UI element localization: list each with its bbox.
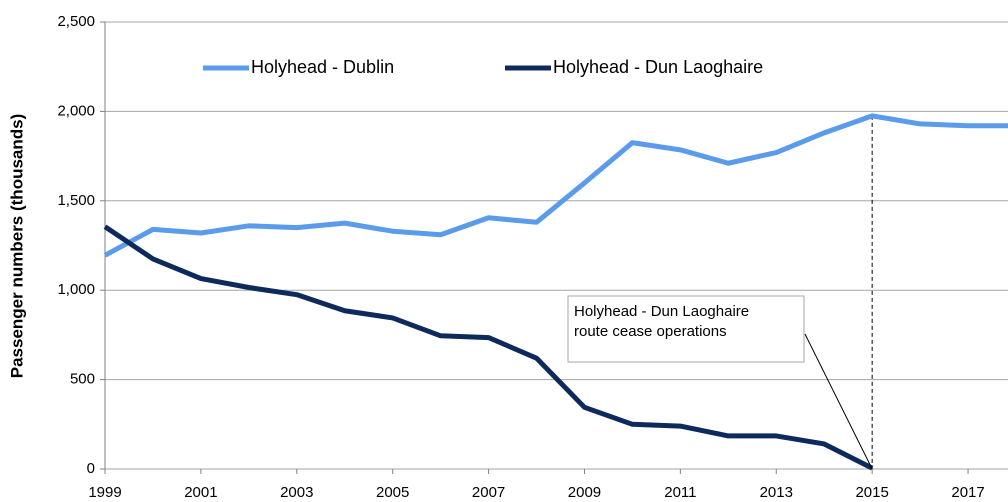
line-series bbox=[103, 113, 1008, 258]
line-series bbox=[103, 224, 874, 471]
x-tick-label: 1999 bbox=[88, 484, 121, 501]
y-axis-label: Passenger numbers (thousands) bbox=[7, 114, 26, 379]
x-tick-label: 2013 bbox=[760, 484, 793, 501]
y-tick-label: 0 bbox=[87, 460, 95, 477]
x-tick-label: 2017 bbox=[951, 484, 984, 501]
y-tick-label: 1,000 bbox=[57, 281, 95, 298]
x-tick-label: 2015 bbox=[855, 484, 888, 501]
legend-label: Holyhead - Dublin bbox=[251, 57, 394, 77]
x-tick-label: 2011 bbox=[664, 484, 696, 501]
x-tick-label: 2001 bbox=[184, 484, 217, 501]
x-tick-label: 2007 bbox=[472, 484, 505, 501]
y-tick-label: 2,000 bbox=[57, 102, 95, 119]
y-tick-label: 1,500 bbox=[57, 192, 95, 209]
y-tick-label: 500 bbox=[70, 371, 95, 388]
annotation-wrap: Holyhead - Dun Laoghaire route cease ope… bbox=[574, 303, 750, 340]
y-tick-label: 2,500 bbox=[57, 13, 95, 30]
x-tick-label: 2003 bbox=[280, 484, 313, 501]
legend-label: Holyhead - Dun Laoghaire bbox=[553, 57, 763, 77]
x-tick-label: 2009 bbox=[568, 484, 601, 501]
annotation-text: Holyhead - Dun Laoghaire route cease ope… bbox=[574, 303, 750, 340]
annotation-box bbox=[567, 295, 805, 363]
x-tick-label: 2005 bbox=[376, 484, 409, 501]
annotation-arrow bbox=[804, 333, 873, 470]
